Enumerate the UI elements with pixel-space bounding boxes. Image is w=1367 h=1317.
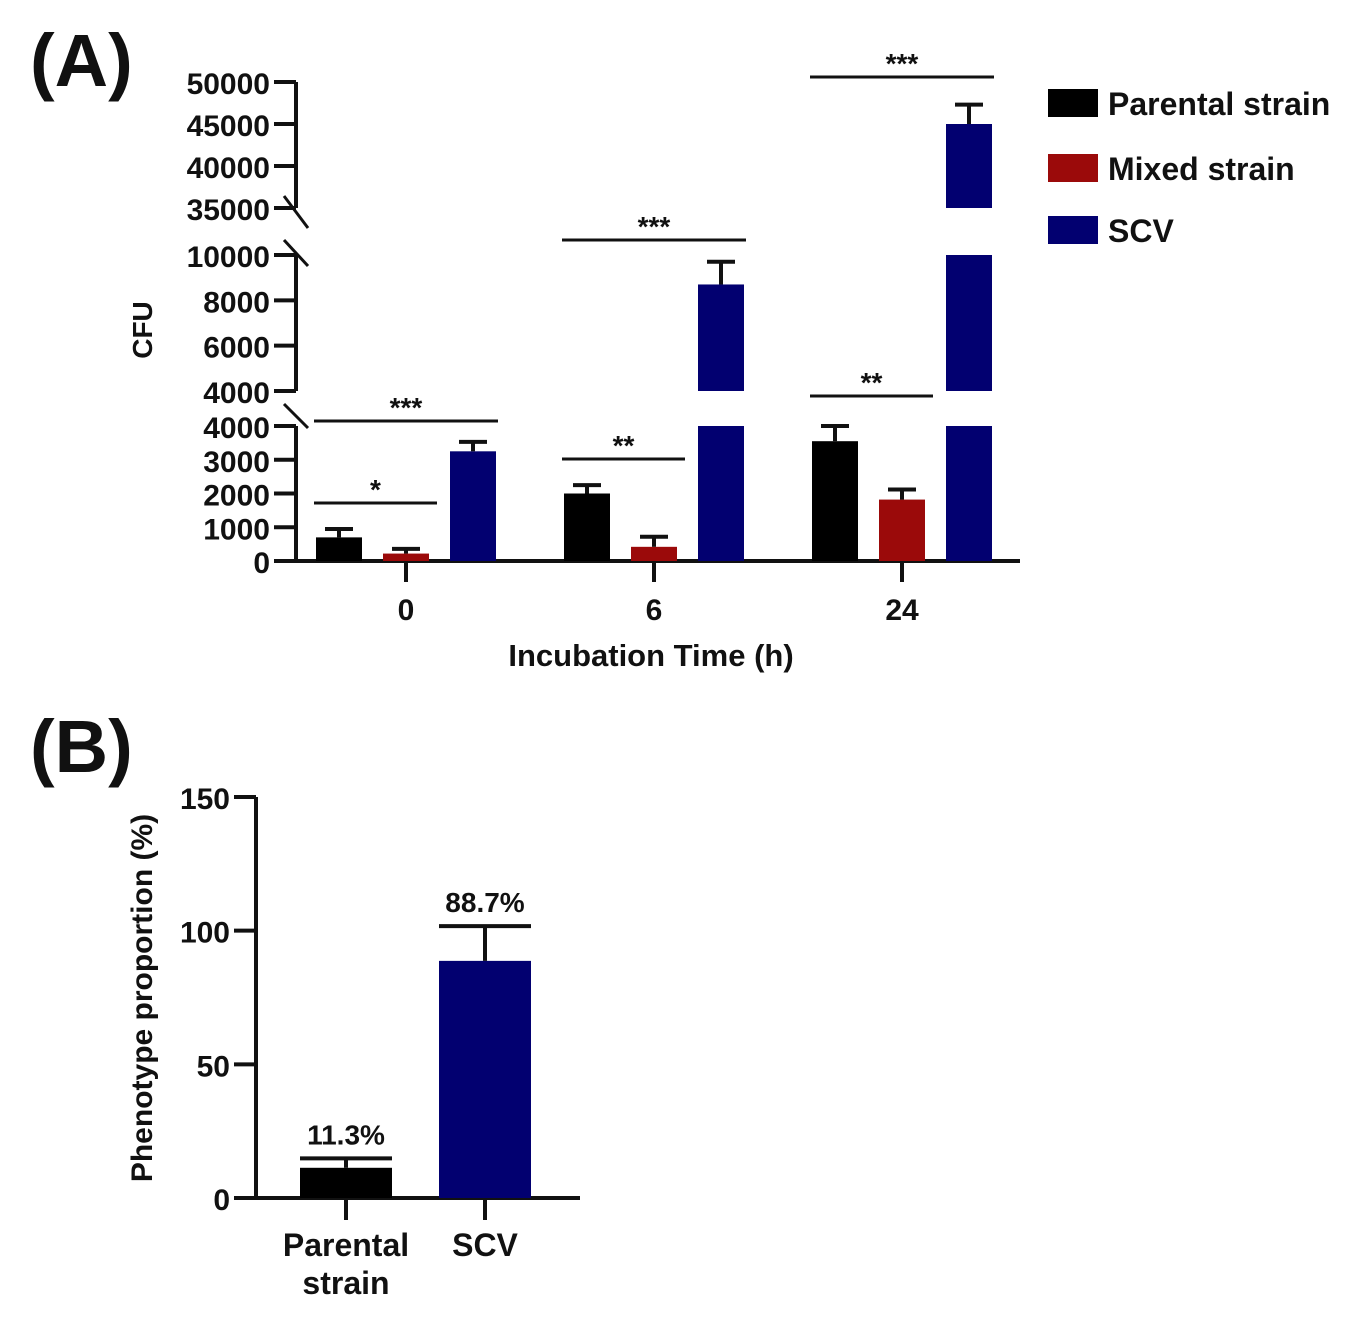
panel-b-label: (B) (30, 705, 133, 788)
panel-a-axes: 0100020003000400040006000800010000350004… (187, 68, 1020, 580)
panel-a: (A) CFU Incubation Time (h) 010002000300… (30, 19, 1330, 673)
panel-a-x-axis-title: Incubation Time (h) (508, 638, 793, 673)
y-tick-label: 10000 (187, 241, 270, 274)
bar-scv (450, 451, 496, 561)
axis-break (282, 402, 310, 430)
panel-b-bars: 11.3% 88.7% (300, 887, 531, 1198)
bar-scv (946, 124, 992, 208)
legend-label: Mixed strain (1108, 151, 1295, 187)
panel-a-significance: ************** (314, 48, 994, 505)
panel-a-label: (A) (30, 19, 133, 102)
legend-swatch (1048, 216, 1098, 244)
bar-mixed-strain (879, 499, 925, 561)
x-tick-label: 0 (398, 594, 415, 627)
x-tick-label: SCV (452, 1227, 518, 1263)
y-tick-label: 0 (253, 547, 270, 580)
panel-b-y-axis-title: Phenotype proportion (%) (126, 814, 159, 1182)
bar (439, 960, 531, 1198)
data-label: 88.7% (445, 887, 524, 918)
y-tick-label: 100 (180, 917, 230, 950)
y-tick-label: 0 (213, 1184, 230, 1217)
bar-scv (698, 284, 744, 391)
legend-label: Parental strain (1108, 86, 1330, 122)
significance-label: *** (638, 211, 671, 242)
bar-parental-strain (316, 537, 362, 561)
y-tick-label: 45000 (187, 110, 270, 143)
axis-break (282, 238, 310, 268)
panel-a-bars (316, 102, 992, 561)
panel-a-y-axis-title: CFU (127, 301, 158, 359)
legend-swatch (1048, 154, 1098, 182)
bar (300, 1167, 392, 1198)
panel-a-legend: Parental strain Mixed strain SCV (1048, 86, 1330, 249)
y-tick-label: 50000 (187, 68, 270, 101)
bar-parental-strain (812, 441, 858, 561)
legend-label: SCV (1108, 213, 1174, 249)
significance-label: *** (390, 392, 423, 423)
y-tick-label: 50 (197, 1050, 230, 1083)
significance-label: ** (861, 367, 883, 398)
y-tick-label: 2000 (203, 480, 270, 513)
legend-swatch (1048, 89, 1098, 117)
bar-mixed-strain (383, 553, 429, 561)
x-tick-label: 6 (646, 594, 663, 627)
y-tick-label: 1000 (203, 513, 270, 546)
bar-scv (698, 426, 744, 561)
y-tick-label: 4000 (203, 412, 270, 445)
bar-scv (946, 255, 992, 391)
bar-parental-strain (564, 493, 610, 561)
y-tick-label: 6000 (203, 332, 270, 365)
x-tick-label: strain (302, 1265, 389, 1301)
significance-label: ** (613, 430, 635, 461)
axis-break (282, 195, 310, 229)
y-tick-label: 150 (180, 783, 230, 816)
panel-b: (B) Phenotype proportion (%) 0 50 100 150 1… (30, 705, 580, 1301)
significance-label: *** (886, 48, 919, 79)
bar-scv (946, 426, 992, 561)
data-label: 11.3% (307, 1119, 385, 1150)
bar-mixed-strain (631, 546, 677, 561)
panel-a-x-ticks: 0 6 24 (398, 561, 919, 627)
y-tick-label: 3000 (203, 446, 270, 479)
x-tick-label: Parental (283, 1227, 409, 1263)
y-tick-label: 8000 (203, 286, 270, 319)
significance-label: * (370, 474, 381, 505)
y-tick-label: 4000 (203, 377, 270, 410)
y-tick-label: 40000 (187, 152, 270, 185)
x-tick-label: 24 (885, 594, 919, 627)
y-tick-label: 35000 (187, 194, 270, 227)
